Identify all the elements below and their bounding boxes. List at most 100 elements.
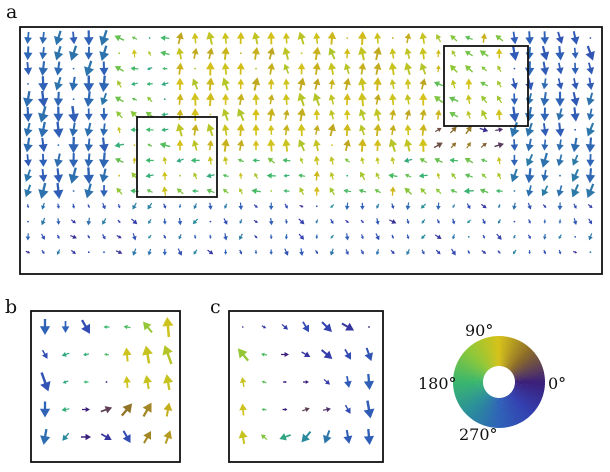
wheel-segment [487, 397, 496, 428]
vector-arrow [360, 202, 365, 210]
vector-arrow [237, 108, 245, 122]
vector-arrow [540, 31, 550, 45]
vector-arrow [301, 430, 312, 443]
vector-arrow [509, 106, 520, 123]
vector-arrow [143, 321, 153, 334]
vector-arrow [436, 172, 441, 179]
wheel-segment [514, 384, 545, 392]
vector-arrow [404, 173, 412, 178]
vector-arrow [133, 144, 136, 147]
vector-arrow [191, 139, 199, 151]
wheel-segment [512, 389, 540, 408]
vector-arrow [176, 77, 184, 91]
vector-arrow [374, 189, 381, 194]
vector-arrow [330, 204, 335, 208]
vector-arrow [145, 157, 154, 164]
wheel-segment [510, 392, 534, 415]
wheel-segment [503, 396, 516, 426]
vector-arrow [221, 77, 230, 91]
vector-arrow [148, 218, 152, 224]
vector-arrow [543, 249, 547, 255]
vector-arrow [130, 127, 139, 133]
vector-arrow [297, 107, 306, 122]
wheel-segment [498, 336, 502, 367]
vector-arrow [302, 407, 310, 413]
vector-arrow [160, 35, 170, 41]
vector-arrow [102, 218, 107, 225]
wheel-segment [471, 394, 491, 421]
vector-arrow [284, 234, 289, 240]
vector-arrow [223, 249, 228, 255]
vector-arrow [390, 249, 395, 255]
vector-arrow [251, 47, 260, 60]
vector-arrow [39, 153, 48, 167]
vector-arrow [297, 77, 306, 91]
vector-arrow [284, 203, 288, 209]
vector-arrow [117, 203, 121, 209]
vector-arrow [190, 157, 200, 164]
vector-arrow [388, 138, 398, 152]
vector-arrow [375, 233, 380, 241]
vector-arrow [404, 187, 413, 195]
wheel-segment [511, 352, 537, 373]
vector-arrow [221, 124, 230, 136]
vector-arrow [480, 158, 488, 163]
vector-arrow [254, 250, 258, 255]
vector-arrow [176, 123, 185, 137]
vector-arrow [237, 139, 245, 151]
vector-arrow [56, 218, 61, 225]
vector-arrow [54, 76, 63, 91]
vector-arrow [268, 202, 274, 210]
vector-arrow [435, 188, 442, 195]
vector-arrow [556, 108, 565, 121]
vector-arrow [525, 77, 534, 91]
vector-arrow [237, 158, 245, 163]
vector-arrow [222, 32, 230, 44]
vector-arrow [100, 184, 108, 198]
vector-arrow [283, 189, 290, 193]
vector-arrow [142, 345, 153, 364]
wheel-label-180: 180° [418, 374, 457, 393]
vector-arrow [363, 428, 375, 445]
vector-arrow [388, 219, 397, 224]
vector-arrow [376, 203, 380, 209]
vector-arrow [449, 64, 458, 73]
vector-arrow [132, 233, 137, 241]
vector-arrow [343, 109, 351, 120]
vector-arrow [104, 352, 110, 357]
vector-arrow [41, 202, 46, 210]
wheel-segment [507, 395, 525, 422]
wheel-label-0: 0° [548, 374, 566, 393]
vector-arrow [68, 153, 79, 168]
vector-arrow [253, 204, 258, 208]
vector-arrow [118, 52, 121, 55]
vector-arrow [543, 219, 547, 224]
vector-arrow [146, 66, 153, 71]
vector-arrow [86, 217, 92, 226]
vector-arrow [315, 234, 319, 240]
vector-arrow [99, 168, 109, 183]
vector-arrow [315, 219, 319, 224]
vector-arrow [99, 108, 109, 121]
vector-arrow [360, 156, 365, 165]
vector-arrow [524, 168, 535, 184]
vector-arrow [497, 80, 502, 88]
vector-arrow [321, 321, 332, 332]
vector-arrow [69, 45, 79, 61]
vector-arrow [83, 30, 94, 46]
vector-arrow [206, 77, 215, 91]
vector-arrow [282, 124, 290, 136]
vector-arrow [131, 81, 138, 86]
vector-arrow [329, 171, 335, 180]
vector-arrow [147, 248, 152, 256]
vector-arrow [222, 188, 229, 194]
vector-arrow [146, 189, 153, 194]
vector-arrow [452, 234, 456, 240]
vector-arrow [421, 219, 426, 224]
wheel-segment [456, 387, 485, 402]
wheel-segment [471, 343, 491, 370]
vector-arrow [343, 63, 351, 75]
vector-arrow [261, 407, 267, 412]
wheel-segment [484, 337, 495, 367]
vector-arrow [570, 137, 580, 153]
